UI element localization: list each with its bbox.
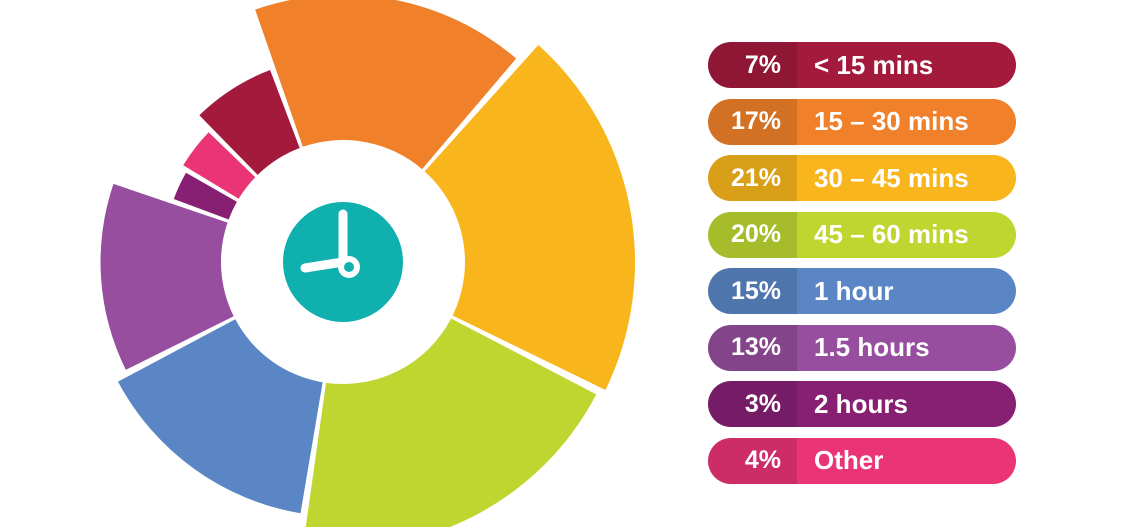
legend-label: < 15 mins xyxy=(814,49,934,80)
legend-pct: 7% xyxy=(708,42,797,88)
legend-pct: 13% xyxy=(708,324,797,371)
clock-icon xyxy=(283,202,403,322)
sunburst-chart xyxy=(100,0,635,527)
legend-item: 20% 45 – 60 mins xyxy=(708,211,1016,258)
legend-label: 1 hour xyxy=(814,275,894,306)
legend-pct: 3% xyxy=(708,381,797,427)
legend: 7% < 15 mins 17% 15 – 30 mins 21% 30 – 4… xyxy=(708,42,1016,494)
chart-slices xyxy=(100,0,635,527)
chart-slice xyxy=(424,45,635,391)
legend-item: 15% 1 hour xyxy=(708,268,1016,314)
chart-slice xyxy=(100,183,234,370)
legend-item: 13% 1.5 hours xyxy=(708,324,1016,371)
legend-item: 7% < 15 mins xyxy=(708,42,1016,88)
legend-item: 4% Other xyxy=(708,437,1016,484)
chart-slice xyxy=(199,70,300,175)
clock-hour-hand xyxy=(300,257,348,273)
legend-pct: 20% xyxy=(708,211,797,258)
chart-slice xyxy=(183,132,256,199)
legend-pct: 21% xyxy=(708,155,797,201)
chart-slice xyxy=(117,319,323,514)
chart-slice xyxy=(173,172,237,220)
legend-pct: 4% xyxy=(708,437,797,484)
legend-item: 17% 15 – 30 mins xyxy=(708,98,1016,145)
legend-label: Other xyxy=(814,445,884,475)
legend-label: 30 – 45 mins xyxy=(814,162,969,193)
legend-item: 3% 2 hours xyxy=(708,381,1016,427)
legend-pct: 17% xyxy=(708,98,797,145)
legend-label: 2 hours xyxy=(814,388,908,419)
clock-center-inner xyxy=(344,262,354,272)
legend-pct: 15% xyxy=(708,268,797,314)
legend-item: 21% 30 – 45 mins xyxy=(708,155,1016,201)
legend-label: 1.5 hours xyxy=(814,332,930,362)
chart-slice xyxy=(305,318,597,527)
legend-label: 15 – 30 mins xyxy=(814,106,969,136)
legend-label: 45 – 60 mins xyxy=(814,219,969,249)
chart-slice xyxy=(255,0,517,170)
